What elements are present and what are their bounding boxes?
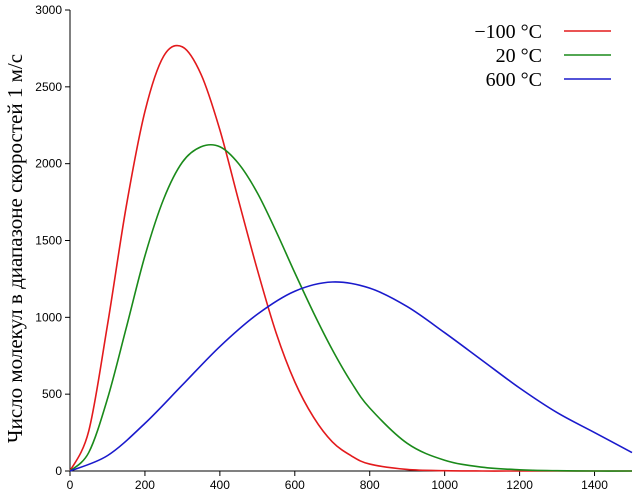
y-tick-label: 1500 (35, 234, 62, 248)
y-tick-label: 0 (55, 464, 62, 478)
x-tick-label: 1400 (581, 478, 608, 491)
x-tick-label: 1000 (431, 478, 458, 491)
legend-label-3: 600 °C (486, 69, 542, 91)
y-ticks: 0 500 1000 1500 2000 2500 3000 (35, 3, 70, 478)
x-tick-label: 400 (210, 478, 230, 491)
legend-label-1: −100 °C (474, 21, 542, 43)
series-line-2 (69, 143, 633, 472)
series-line-3 (69, 281, 633, 472)
y-axis-label: Число молекул в диапазоне скоростей 1 м/… (3, 54, 27, 443)
y-tick-label: 3000 (35, 3, 62, 17)
series-group (69, 44, 633, 472)
x-ticks: 0 200 400 600 800 1000 1200 1400 (67, 471, 608, 491)
y-tick-label: 2000 (35, 157, 62, 171)
x-tick-label: 1200 (506, 478, 533, 491)
x-tick-label: 800 (360, 478, 380, 491)
x-tick-label: 0 (67, 478, 74, 491)
y-tick-label: 1000 (35, 310, 62, 324)
x-tick-label: 200 (135, 478, 155, 491)
legend-label-2: 20 °C (496, 45, 542, 67)
y-tick-label: 500 (42, 387, 62, 401)
y-tick-label: 2500 (35, 80, 62, 94)
series-line-1 (69, 44, 632, 472)
x-tick-label: 600 (285, 478, 305, 491)
